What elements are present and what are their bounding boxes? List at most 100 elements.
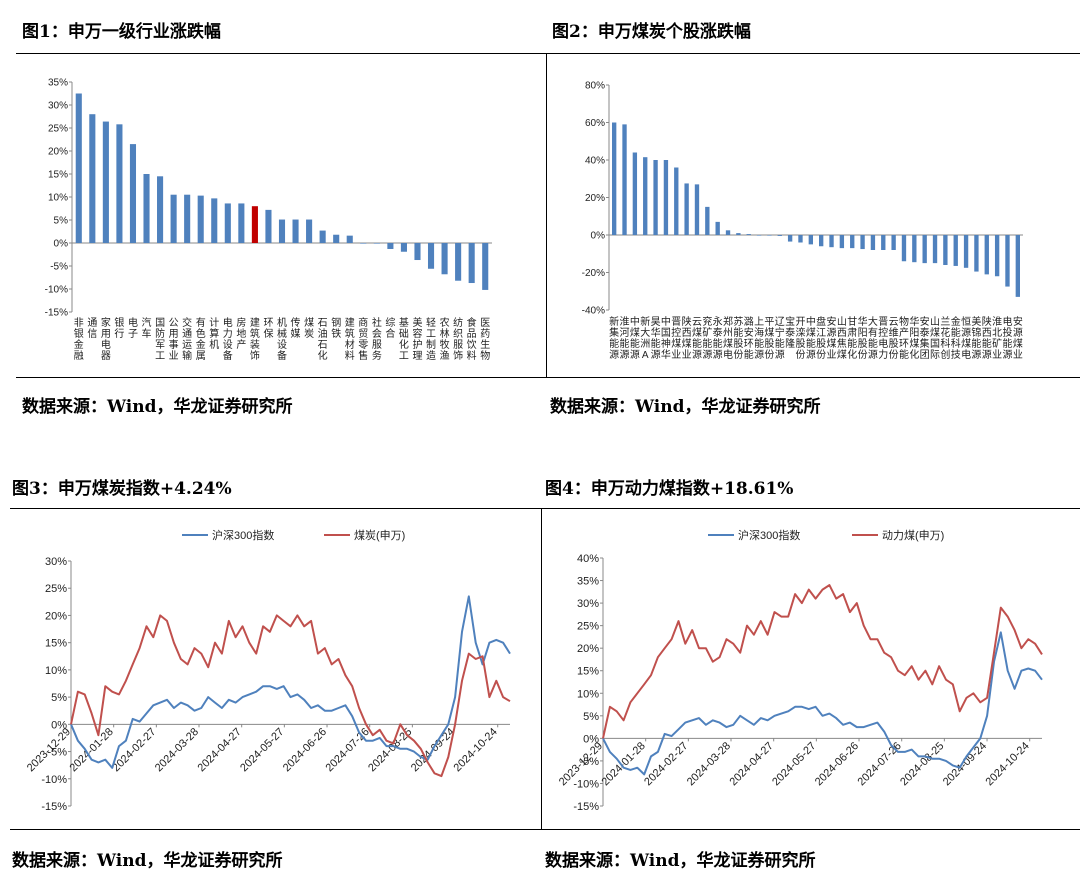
x-category-label: 美容护理: [412, 316, 422, 362]
y-tick-label: 20%: [577, 643, 599, 655]
bar-10: [211, 198, 218, 243]
series-line-0: [70, 595, 511, 769]
x-tick-label: 2024-03-28: [153, 726, 201, 774]
x-category-label: 农林牧渔: [440, 316, 450, 362]
x-category-label: 医药生物: [480, 317, 490, 362]
y-tick-label: 35%: [48, 78, 68, 89]
source-fig2: 数据来源：Wind，华龙证券研究所: [550, 397, 821, 417]
y-tick-label: 15%: [45, 638, 67, 650]
x-category-label: 金能科技: [951, 315, 961, 361]
x-tick-label: 2024-04-27: [728, 740, 776, 788]
fig1-industry-bar-chart: 35% 30% 25% 20% 15% 10% 5% 0% -5% -10% -15% 非银金融通信家…: [45, 78, 492, 362]
x-tick-label: 2024-10-24: [984, 740, 1032, 788]
source-fig3: 数据来源：Wind，华龙证券研究所: [12, 851, 283, 871]
x-category-label: 通信: [87, 317, 97, 340]
y-tick-label: -15%: [41, 801, 67, 813]
x-category-label: 轻工制造: [426, 316, 436, 362]
x-category-label: 建筑装饰: [250, 316, 260, 362]
y-tick-label: 40%: [585, 156, 605, 167]
x-category-label: 国防军工: [155, 317, 165, 362]
y-tick-label: -20%: [582, 268, 605, 279]
bar-29: [912, 235, 917, 263]
x-category-label: 交通运输: [182, 316, 192, 362]
bar-20: [346, 235, 353, 243]
bar-14: [265, 209, 272, 243]
x-category-label: 兰花科创: [940, 315, 950, 361]
bar-39: [1015, 235, 1020, 297]
bar-15: [767, 235, 772, 236]
x-category-label: 房地产: [236, 316, 246, 351]
bar-26: [427, 243, 435, 269]
x-category-label: 计算机: [209, 316, 219, 351]
x-category-label: 上海能源: [754, 316, 764, 361]
x-tick-label: 2024-02-27: [642, 740, 690, 788]
bar-1: [622, 124, 627, 235]
y-tick-label: 5%: [54, 216, 69, 227]
x-category-label: 安泰集团: [920, 315, 930, 361]
x-category-label: 陕西煤业: [682, 315, 692, 361]
x-category-label: 商贸零售: [358, 316, 368, 362]
x-category-label: 中煤能源: [630, 315, 640, 361]
x-category-label: 开滦股份: [795, 317, 805, 361]
y-tick-label: 15%: [48, 170, 68, 181]
x-category-label: 纺织服饰: [453, 316, 463, 362]
x-category-label: 电投能源: [1002, 315, 1012, 361]
x-category-label: 云煤能源: [692, 317, 702, 361]
y-tick-label: 20%: [45, 610, 67, 622]
bar-18: [798, 235, 803, 243]
bar-12: [238, 203, 245, 243]
x-category-label: 永泰能源: [713, 315, 723, 361]
x-category-label: 淮河能源: [620, 316, 630, 361]
x-category-label: 华阳煤化: [909, 315, 919, 361]
fig4-thermal-coal-line-chart: 沪深300指数 动力煤(申万) 40% 35% 30% 25% 20% 15% 10% 5% 0% -…: [557, 528, 1043, 813]
bar-8: [694, 184, 700, 235]
y-tick-label: 80%: [585, 81, 605, 92]
bar-13: [251, 206, 258, 243]
y-tick-label: 20%: [585, 193, 605, 204]
x-category-label: 汽车: [142, 316, 152, 340]
bar-0: [75, 93, 82, 243]
x-tick-label: 2024-09-24: [941, 740, 989, 788]
x-category-label: 安源煤业: [1013, 315, 1023, 361]
bottom-rule-upper: [16, 377, 1080, 378]
x-category-label: 晋控电力: [878, 316, 888, 361]
bottom-rule-lower: [10, 829, 1080, 830]
y-tick-label: 30%: [577, 598, 599, 610]
bar-18: [319, 230, 326, 243]
x-category-label: 建筑材料: [345, 316, 355, 362]
x-category-label: 中国神华: [661, 315, 671, 361]
x-category-label: 山西焦煤: [837, 316, 847, 361]
y-tick-label: 60%: [585, 118, 605, 129]
x-category-label: 陕西能源: [982, 315, 992, 361]
legend-label-1: 煤炭(申万): [354, 529, 405, 542]
bar-5: [663, 160, 669, 235]
bar-11: [725, 230, 731, 235]
bar-5: [143, 174, 150, 243]
x-category-label: 中煤能源: [806, 315, 816, 361]
bar-38: [1005, 235, 1010, 287]
y-tick-label: -5%: [579, 756, 599, 768]
y-tick-label: -10%: [41, 774, 67, 786]
y-tick-label: 10%: [577, 688, 599, 700]
bar-10: [715, 221, 720, 235]
x-category-label: 食品饮料: [467, 316, 477, 362]
bar-21: [360, 243, 367, 244]
bar-27: [441, 243, 448, 275]
x-tick-label: 2024-06-26: [813, 740, 861, 788]
x-category-label: 公用事业: [169, 318, 179, 362]
x-category-label: 淮北矿业: [992, 316, 1002, 361]
bar-22: [839, 235, 845, 249]
bar-3: [643, 157, 648, 235]
x-category-label: 环保: [263, 318, 273, 340]
x-category-label: 社会服务: [372, 316, 382, 362]
x-tick-label: 2024-04-27: [196, 726, 244, 774]
y-tick-label: 35%: [577, 576, 599, 588]
x-tick-label: 2024-08-25: [366, 726, 414, 774]
x-tick-label: 2024-05-27: [770, 740, 818, 788]
bar-37: [994, 235, 1000, 277]
bar-2: [632, 152, 638, 235]
y-tick-label: 10%: [48, 193, 68, 204]
bar-31: [932, 235, 938, 264]
x-category-label: 华阳股份: [858, 315, 868, 361]
